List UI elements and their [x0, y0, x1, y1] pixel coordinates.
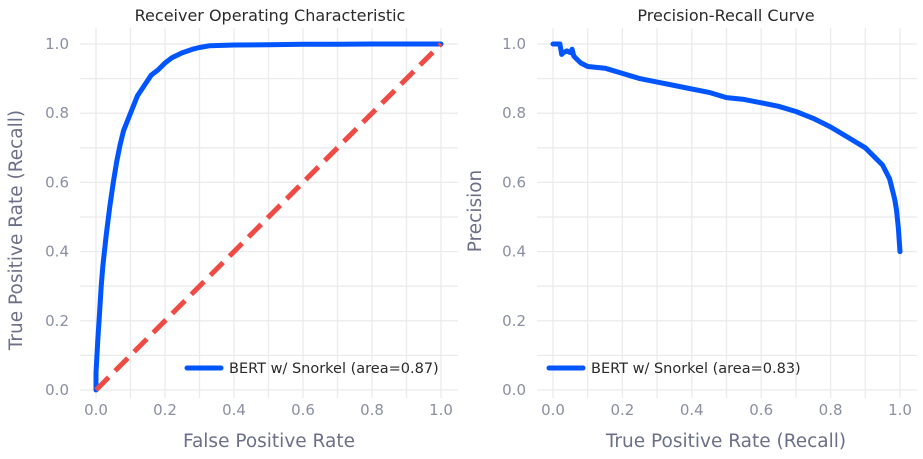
pr-legend: BERT w/ Snorkel (area=0.83)	[546, 361, 801, 377]
pr-title: Precision-Recall Curve	[637, 6, 814, 25]
roc-x-tick-label: 0.8	[360, 401, 384, 419]
pr-x-ticks: 0.0 0.2 0.4 0.6 0.8 1.0	[541, 401, 912, 419]
roc-y-tick-label: 0.4	[45, 243, 69, 261]
pr-x-tick-label: 1.0	[888, 401, 912, 419]
pr-y-axis-label: Precision	[465, 170, 486, 253]
pr-y-tick-label: 0.8	[502, 104, 526, 122]
roc-x-ticks: 0.0 0.2 0.4 0.6 0.8 1.0	[84, 401, 453, 419]
pr-x-axis-label: True Positive Rate (Recall)	[605, 431, 846, 452]
roc-x-tick-label: 0.2	[153, 401, 177, 419]
roc-y-tick-label: 0.8	[45, 104, 69, 122]
pr-y-tick-label: 1.0	[502, 35, 526, 53]
roc-y-axis-label: True Positive Rate (Recall)	[6, 110, 27, 351]
roc-series-line	[93, 41, 444, 393]
roc-legend-label: BERT w/ Snorkel (area=0.87)	[229, 361, 439, 377]
roc-y-tick-label: 1.0	[45, 35, 69, 53]
roc-y-ticks: 0.0 0.2 0.4 0.6 0.8 1.0	[45, 35, 69, 399]
roc-y-tick-label: 0.6	[45, 173, 69, 191]
pr-x-tick-label: 0.8	[819, 401, 843, 419]
pr-x-tick-label: 0.4	[680, 401, 704, 419]
roc-chart: 0.0 0.2 0.4 0.6 0.8 1.0 0.0 0.2 0.4 0.6 0.8 1.0 Re…	[6, 6, 458, 452]
roc-y-tick-label: 0.2	[45, 312, 69, 330]
roc-x-tick-label: 1.0	[429, 401, 453, 419]
roc-legend: BERT w/ Snorkel (area=0.87)	[184, 361, 439, 377]
roc-series-layer	[93, 41, 444, 393]
pr-x-tick-label: 0.6	[749, 401, 773, 419]
roc-x-tick-label: 0.4	[222, 401, 246, 419]
pr-gridlines	[537, 28, 917, 398]
roc-x-axis-label: False Positive Rate	[183, 431, 355, 452]
roc-title: Receiver Operating Characteristic	[135, 6, 406, 25]
pr-series-layer	[550, 41, 903, 255]
pr-y-tick-label: 0.6	[502, 173, 526, 191]
roc-y-tick-label: 0.0	[45, 381, 69, 399]
pr-y-tick-label: 0.2	[502, 312, 526, 330]
pr-legend-label: BERT w/ Snorkel (area=0.83)	[591, 361, 801, 377]
pr-x-tick-label: 0.0	[541, 401, 565, 419]
pr-series-line	[550, 41, 903, 255]
roc-reference-diagonal-line	[94, 42, 443, 392]
pr-y-tick-label: 0.0	[502, 381, 526, 399]
roc-x-tick-label: 0.6	[291, 401, 315, 419]
pr-x-tick-label: 0.2	[610, 401, 634, 419]
pr-y-ticks: 0.0 0.2 0.4 0.6 0.8 1.0	[502, 35, 526, 399]
pr-y-tick-label: 0.4	[502, 243, 526, 261]
roc-x-tick-label: 0.0	[84, 401, 108, 419]
pr-chart: 0.0 0.2 0.4 0.6 0.8 1.0 0.0 0.2 0.4 0.6 0.8 1.0 Pr…	[465, 6, 917, 452]
